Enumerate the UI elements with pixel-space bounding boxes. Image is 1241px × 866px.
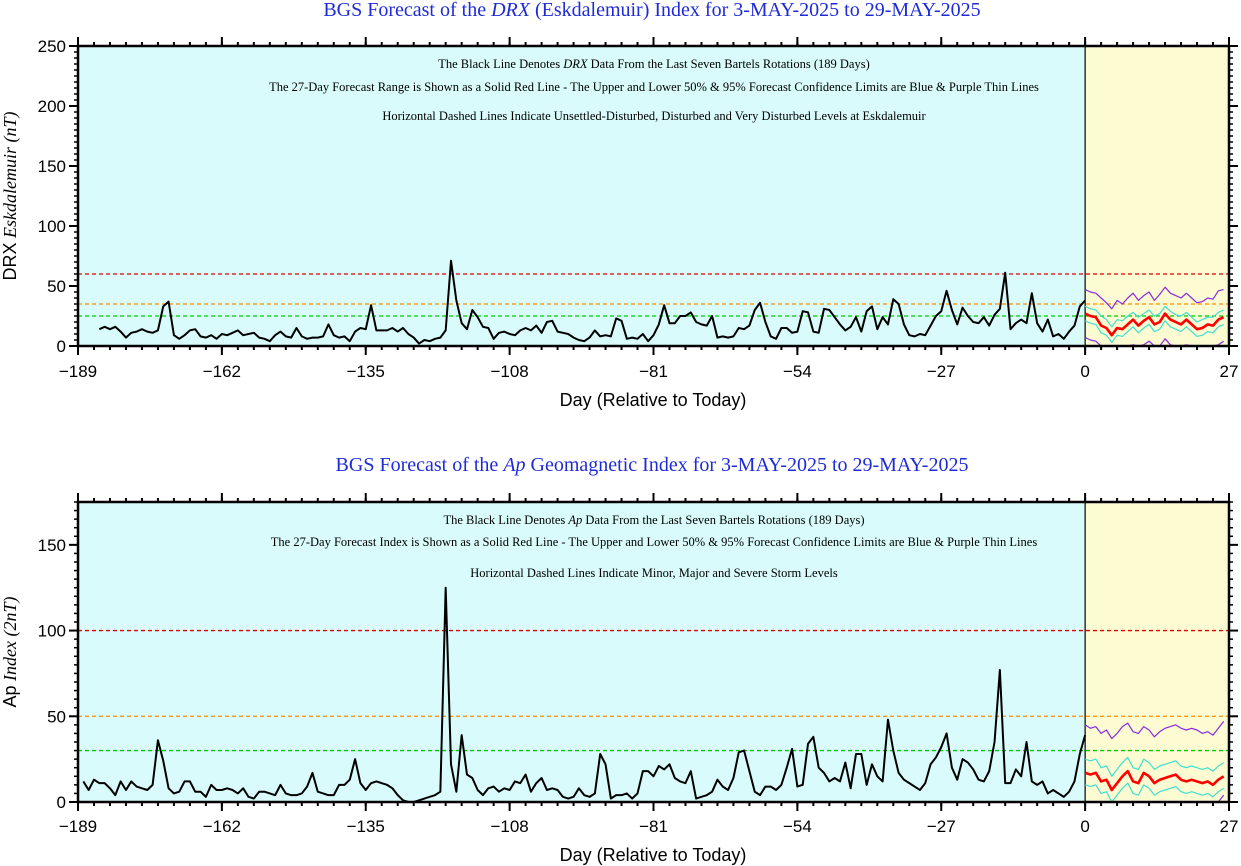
y-tick-label: 50	[47, 277, 66, 296]
x-tick-label: 0	[1080, 362, 1089, 381]
forecast-background	[1085, 502, 1229, 802]
x-tick-label: 27	[1220, 817, 1239, 836]
x-tick-label: 0	[1080, 817, 1089, 836]
upper-50-line	[1084, 305, 1224, 328]
chart-note-part: Horizontal Dashed Lines Indicate Minor, …	[470, 566, 838, 580]
x-tick-label: −27	[927, 362, 956, 381]
chart-title: BGS Forecast of the Ap Geomagnetic Index…	[336, 454, 969, 476]
history-background	[78, 46, 1086, 346]
x-axis-label: Day (Relative to Today)	[560, 845, 747, 865]
y-tick-label: 150	[38, 536, 66, 555]
y-tick-label: 100	[38, 217, 66, 236]
y-tick-label: 200	[38, 97, 66, 116]
x-tick-label: −108	[490, 817, 528, 836]
plot-area	[98, 259, 1225, 346]
chart-note: The 27-Day Forecast Index is Shown as a …	[271, 535, 1038, 549]
chart-note: The Black Line Denotes Ap Data From the …	[443, 513, 864, 527]
chart-note: The 27-Day Forecast Range is Shown as a …	[269, 80, 1039, 94]
chart-note-part: The Black Line Denotes	[443, 513, 568, 527]
upper-95-line	[1084, 721, 1225, 740]
lower-50-line	[1084, 320, 1224, 343]
x-tick-label: −27	[927, 817, 956, 836]
x-tick-label: −189	[59, 817, 97, 836]
chart-note-part: Ap	[567, 513, 582, 527]
observed-series-line	[82, 586, 1087, 802]
lower-50-line	[1084, 782, 1224, 802]
chart-note-part: Data From the Last Seven Bartels Rotatio…	[582, 513, 864, 527]
chart-panel-ap: −189 −162 −135 −108 −81 −54 −27 0 27 0 50 100 150 BGS…	[0, 454, 1238, 865]
x-tick-label: −54	[783, 362, 812, 381]
plot-area	[82, 586, 1225, 802]
y-tick-label: 0	[57, 793, 66, 812]
chart-title-part: BGS Forecast of the	[336, 454, 504, 476]
y-axis-label: DRX Eskdalemuir (nT)	[0, 111, 21, 280]
upper-95-line	[1084, 286, 1224, 310]
y-tick-label: 0	[57, 337, 66, 356]
chart-title-part: Ap	[501, 454, 525, 476]
chart-note-part: DRX	[562, 57, 589, 71]
x-tick-label: −162	[203, 817, 241, 836]
chart-panel-drx: −189 −162 −135 −108 −81 −54 −27 0 27 0 50 100 150 200…	[0, 0, 1238, 410]
x-tick-label: −81	[639, 817, 668, 836]
x-tick-label: −135	[347, 817, 385, 836]
y-axis-label-part: Index (2nT)	[0, 596, 21, 685]
x-tick-label: 27	[1220, 362, 1239, 381]
y-axis-label: Ap Index (2nT)	[0, 596, 21, 707]
y-axis-label-part: Eskdalemuir (nT)	[0, 111, 21, 242]
chart-title-part: BGS Forecast of the	[323, 0, 491, 21]
forecast-background	[1085, 46, 1229, 346]
chart-note: The Black Line Denotes DRX Data From the…	[438, 57, 870, 71]
y-tick-label: 150	[38, 157, 66, 176]
y-tick-label: 100	[38, 622, 66, 641]
forecast-series-line	[1084, 312, 1225, 337]
y-tick-label: 50	[47, 707, 66, 726]
y-tick-label: 250	[38, 37, 66, 56]
chart-note-part: The Black Line Denotes	[438, 57, 563, 71]
x-tick-label: −81	[639, 362, 668, 381]
chart-note: Horizontal Dashed Lines Indicate Minor, …	[470, 566, 838, 580]
chart-note-part: The 27-Day Forecast Range is Shown as a …	[269, 80, 1039, 94]
x-tick-label: −54	[783, 817, 812, 836]
chart-title-part: DRX	[490, 0, 531, 21]
forecast-series-line	[1084, 769, 1225, 792]
chart-title-part: Geomagnetic Index for 3-MAY-2025 to 29-M…	[526, 454, 969, 476]
y-axis-label-part: Ap	[0, 685, 20, 707]
chart-note: Horizontal Dashed Lines Indicate Unsettl…	[382, 109, 926, 123]
x-tick-label: −189	[59, 362, 97, 381]
chart-note-part: Data From the Last Seven Bartels Rotatio…	[588, 57, 870, 71]
observed-series-line	[98, 259, 1086, 345]
x-tick-label: −162	[203, 362, 241, 381]
chart-title: BGS Forecast of the DRX (Eskdalemuir) In…	[323, 0, 980, 21]
y-axis-label-part: DRX	[0, 242, 20, 280]
x-tick-label: −135	[347, 362, 385, 381]
x-tick-label: −108	[490, 362, 528, 381]
chart-title-part: (Eskdalemuir) Index for 3-MAY-2025 to 29…	[530, 0, 981, 21]
upper-50-line	[1084, 756, 1224, 777]
chart-note-part: Horizontal Dashed Lines Indicate Unsettl…	[382, 109, 926, 123]
x-axis-label: Day (Relative to Today)	[560, 390, 747, 410]
chart-note-part: The 27-Day Forecast Index is Shown as a …	[271, 535, 1038, 549]
history-background	[78, 502, 1086, 802]
